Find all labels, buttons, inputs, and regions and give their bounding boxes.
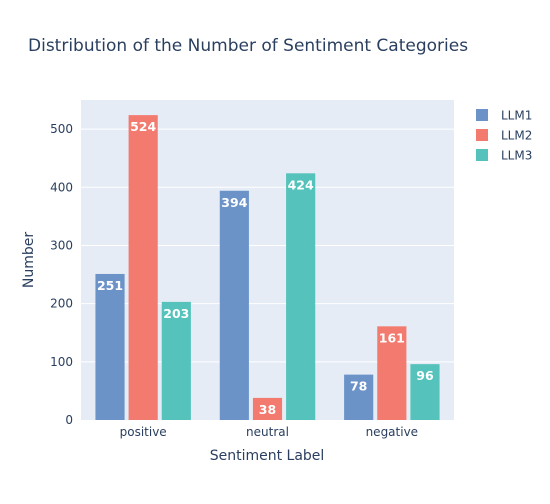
legend-label: LLM1 xyxy=(501,109,532,123)
x-tick-label: neutral xyxy=(246,425,289,439)
y-tick-label: 400 xyxy=(50,180,73,194)
bar-llm3-positive[interactable] xyxy=(161,301,191,420)
y-tick-label: 0 xyxy=(65,413,73,427)
x-axis-title: Sentiment Label xyxy=(210,448,325,464)
y-tick-label: 200 xyxy=(50,297,73,311)
bar-llm2-negative[interactable] xyxy=(377,326,407,420)
data-label-llm2-neutral: 38 xyxy=(259,402,276,417)
data-labels: 251 524 203 394 38 424 78 161 96 xyxy=(97,119,434,417)
legend-swatch xyxy=(476,129,488,141)
data-label-llm1-positive: 251 xyxy=(97,278,123,293)
y-tick-label: 300 xyxy=(50,238,73,252)
legend-item-llm1[interactable]: LLM1 xyxy=(476,109,532,123)
y-tick-label: 500 xyxy=(50,122,73,136)
y-tick-label: 100 xyxy=(50,355,73,369)
chart-title: Distribution of the Number of Sentiment … xyxy=(28,36,468,56)
bar-llm3-neutral[interactable] xyxy=(286,173,316,420)
legend-swatch xyxy=(476,109,488,121)
bar-llm1-negative[interactable] xyxy=(344,374,374,420)
legend[interactable]: LLM1 LLM2 LLM3 xyxy=(476,109,532,163)
data-label-llm3-positive: 203 xyxy=(163,306,189,321)
bar-llm2-neutral[interactable] xyxy=(252,397,283,420)
data-label-llm1-negative: 78 xyxy=(350,379,367,394)
bar-llm1-neutral[interactable] xyxy=(219,190,249,420)
data-label-llm3-negative: 96 xyxy=(416,368,434,383)
x-tick-label: positive xyxy=(120,425,167,439)
data-label-llm2-positive: 524 xyxy=(130,119,156,134)
x-axis-ticks: positive neutral negative xyxy=(120,425,418,439)
legend-item-llm3[interactable]: LLM3 xyxy=(476,149,532,163)
legend-item-llm2[interactable]: LLM2 xyxy=(476,129,532,143)
x-tick-label: negative xyxy=(366,425,418,439)
y-axis-ticks: 0 100 200 300 400 500 xyxy=(50,122,73,427)
data-label-llm1-neutral: 394 xyxy=(221,195,247,210)
y-axis-title: Number xyxy=(21,232,37,288)
bars xyxy=(95,115,440,421)
data-label-llm2-negative: 161 xyxy=(379,330,405,345)
legend-label: LLM3 xyxy=(501,149,532,163)
data-label-llm3-neutral: 424 xyxy=(288,177,314,192)
legend-swatch xyxy=(476,149,488,161)
bar-llm2-positive[interactable] xyxy=(128,115,158,421)
legend-label: LLM2 xyxy=(501,129,532,143)
bar-llm3-negative[interactable] xyxy=(410,364,440,420)
bar-llm1-positive[interactable] xyxy=(95,273,125,420)
